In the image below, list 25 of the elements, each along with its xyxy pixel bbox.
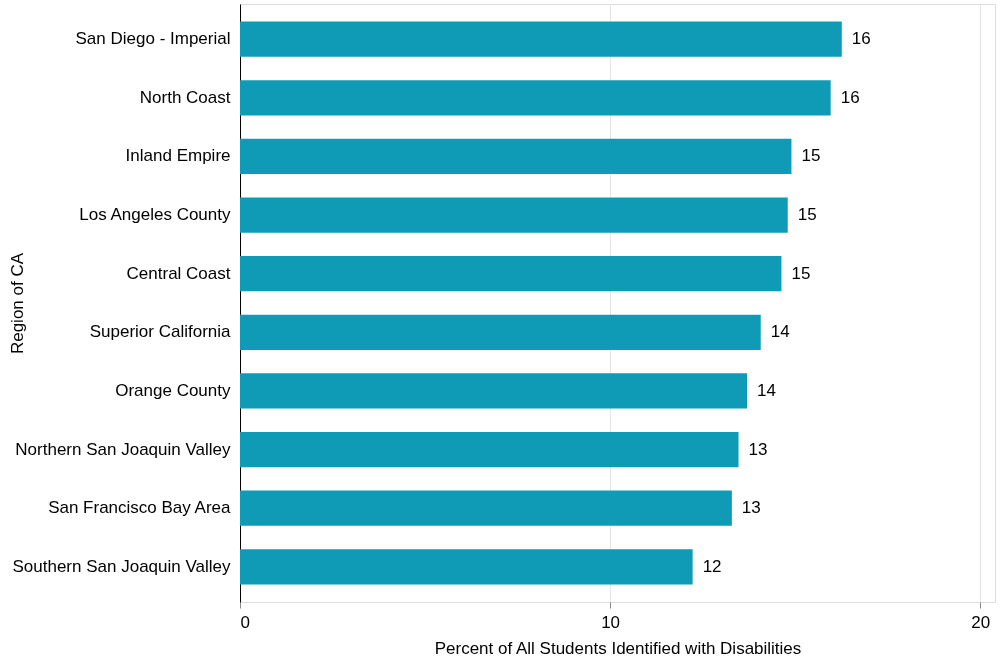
x-tick-label: 0: [240, 612, 250, 632]
data-label: 14: [770, 322, 790, 342]
data-label: 14: [757, 380, 776, 400]
y-tick-label: Central Coast: [126, 263, 231, 283]
y-tick-label: Inland Empire: [125, 146, 231, 166]
x-axis-title: Percent of All Students Identified with Disabilities: [434, 638, 802, 658]
data-label: 13: [748, 439, 768, 459]
y-tick-label: Orange County: [115, 380, 231, 400]
x-tick-label: 10: [601, 612, 621, 632]
y-tick-label: Superior California: [89, 322, 232, 342]
data-label: 16: [851, 29, 871, 49]
data-label: 16: [840, 87, 860, 107]
y-tick-label: San Diego - Imperial: [75, 29, 231, 49]
data-label: 15: [801, 146, 821, 166]
y-tick-label: San Francisco Bay Area: [48, 498, 232, 518]
x-tick-label: 20: [971, 612, 991, 632]
y-axis-title: Region of CA: [7, 252, 27, 355]
data-label: 13: [741, 498, 761, 518]
data-label: 12: [702, 556, 722, 576]
y-tick-label: Southern San Joaquin Valley: [12, 556, 231, 576]
y-tick-label: Los Angeles County: [79, 205, 231, 225]
data-label: 15: [797, 205, 817, 225]
y-tick-label: North Coast: [139, 87, 231, 107]
y-tick-label: Northern San Joaquin Valley: [15, 439, 231, 459]
data-label: 15: [791, 263, 811, 283]
